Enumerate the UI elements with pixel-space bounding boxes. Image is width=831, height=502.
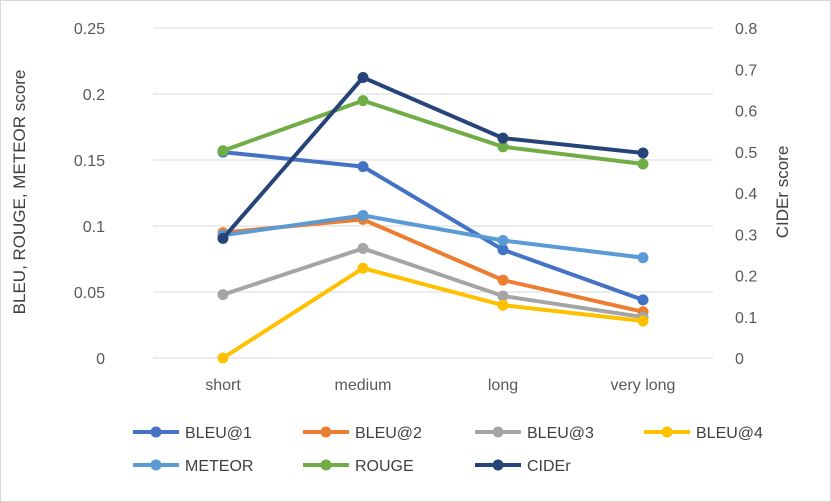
y-tick-label-right: 0.2 xyxy=(735,269,757,286)
series-bleu-4 xyxy=(217,262,649,364)
data-point xyxy=(217,352,229,364)
data-point xyxy=(637,252,649,264)
x-tick-label: medium xyxy=(335,377,392,394)
legend-label: ROUGE xyxy=(355,458,414,475)
data-point xyxy=(497,132,509,144)
legend-swatch-marker xyxy=(150,459,162,471)
legend-label: BLEU@1 xyxy=(185,425,252,442)
legend-label: METEOR xyxy=(185,458,253,475)
data-point xyxy=(217,145,229,157)
series-bleu-3 xyxy=(217,242,649,323)
legend-swatch-marker xyxy=(150,426,162,438)
legend-swatch-marker xyxy=(492,459,504,471)
legend-item: BLEU@3 xyxy=(475,425,594,442)
series-line xyxy=(222,98,644,166)
series-line xyxy=(222,217,644,314)
series-line xyxy=(221,75,644,240)
y-axis-title-left: BLEU, ROUGE, METEOR score xyxy=(10,70,29,315)
data-point xyxy=(357,262,369,274)
legend-item: ROUGE xyxy=(303,458,414,475)
y-tick-label-right: 0.1 xyxy=(735,310,757,327)
data-point xyxy=(497,235,509,247)
legend-label: BLEU@2 xyxy=(355,425,422,442)
y-tick-label-left: 0.25 xyxy=(74,21,105,38)
y-tick-label-left: 0.05 xyxy=(74,285,105,302)
y-tick-label-right: 0.8 xyxy=(735,21,757,38)
legend-item: METEOR xyxy=(133,458,253,475)
y-tick-label-right: 0 xyxy=(735,351,744,368)
legend-item: CIDEr xyxy=(475,458,571,475)
legend-label: CIDEr xyxy=(527,458,571,475)
data-point xyxy=(637,158,649,170)
series-layer xyxy=(217,72,649,364)
data-point xyxy=(357,72,369,83)
legend: BLEU@1 BLEU@2 BLEU@3 BLEU@4 METEOR ROUGE CIDEr xyxy=(133,425,763,475)
data-point xyxy=(217,232,229,244)
data-point xyxy=(637,294,649,306)
data-point xyxy=(357,242,369,254)
series-line xyxy=(222,213,644,260)
x-tick-label: short xyxy=(205,377,241,394)
data-point xyxy=(357,95,369,107)
y-tick-label-right: 0.4 xyxy=(735,186,757,203)
x-axis-ticks: short medium long very long xyxy=(205,377,675,394)
data-point xyxy=(497,244,509,256)
legend-swatch-marker xyxy=(320,459,332,471)
data-point xyxy=(497,290,509,302)
legend-swatch-marker xyxy=(661,426,673,438)
x-tick-label: long xyxy=(488,377,518,394)
series-line xyxy=(222,246,644,320)
legend-item: BLEU@4 xyxy=(644,425,763,442)
left-axis-ticks: 0 0.05 0.1 0.15 0.2 0.25 xyxy=(74,21,105,368)
legend-item: BLEU@2 xyxy=(303,425,422,442)
legend-swatch-marker xyxy=(320,426,332,438)
legend-swatch-marker xyxy=(492,426,504,438)
series-rouge xyxy=(217,95,649,170)
data-point xyxy=(497,299,509,311)
legend-item: BLEU@1 xyxy=(133,425,252,442)
series-line xyxy=(221,266,644,360)
y-tick-label-left: 0.1 xyxy=(83,219,105,236)
y-tick-label-left: 0.2 xyxy=(83,87,105,104)
y-tick-label-left: 0.15 xyxy=(74,153,105,170)
data-point xyxy=(637,147,649,159)
data-point xyxy=(497,274,509,286)
y-tick-label-right: 0.3 xyxy=(735,227,757,244)
data-point xyxy=(637,315,649,327)
y-tick-label-right: 0.6 xyxy=(735,104,757,121)
series-meteor xyxy=(217,209,649,264)
y-tick-label-right: 0.5 xyxy=(735,145,757,162)
y-tick-label-right: 0.7 xyxy=(735,62,757,79)
series-cider xyxy=(217,72,649,244)
right-axis-ticks: 0 0.1 0.2 0.3 0.4 0.5 0.6 0.7 0.8 xyxy=(735,21,757,368)
data-point xyxy=(357,161,369,173)
y-tick-label-left: 0 xyxy=(96,351,105,368)
x-tick-label: very long xyxy=(611,377,676,394)
legend-label: BLEU@4 xyxy=(696,425,763,442)
data-point xyxy=(497,141,509,153)
y-axis-title-right: CIDEr score xyxy=(773,146,792,239)
data-point xyxy=(217,289,229,301)
legend-label: BLEU@3 xyxy=(527,425,594,442)
data-point xyxy=(357,209,369,221)
